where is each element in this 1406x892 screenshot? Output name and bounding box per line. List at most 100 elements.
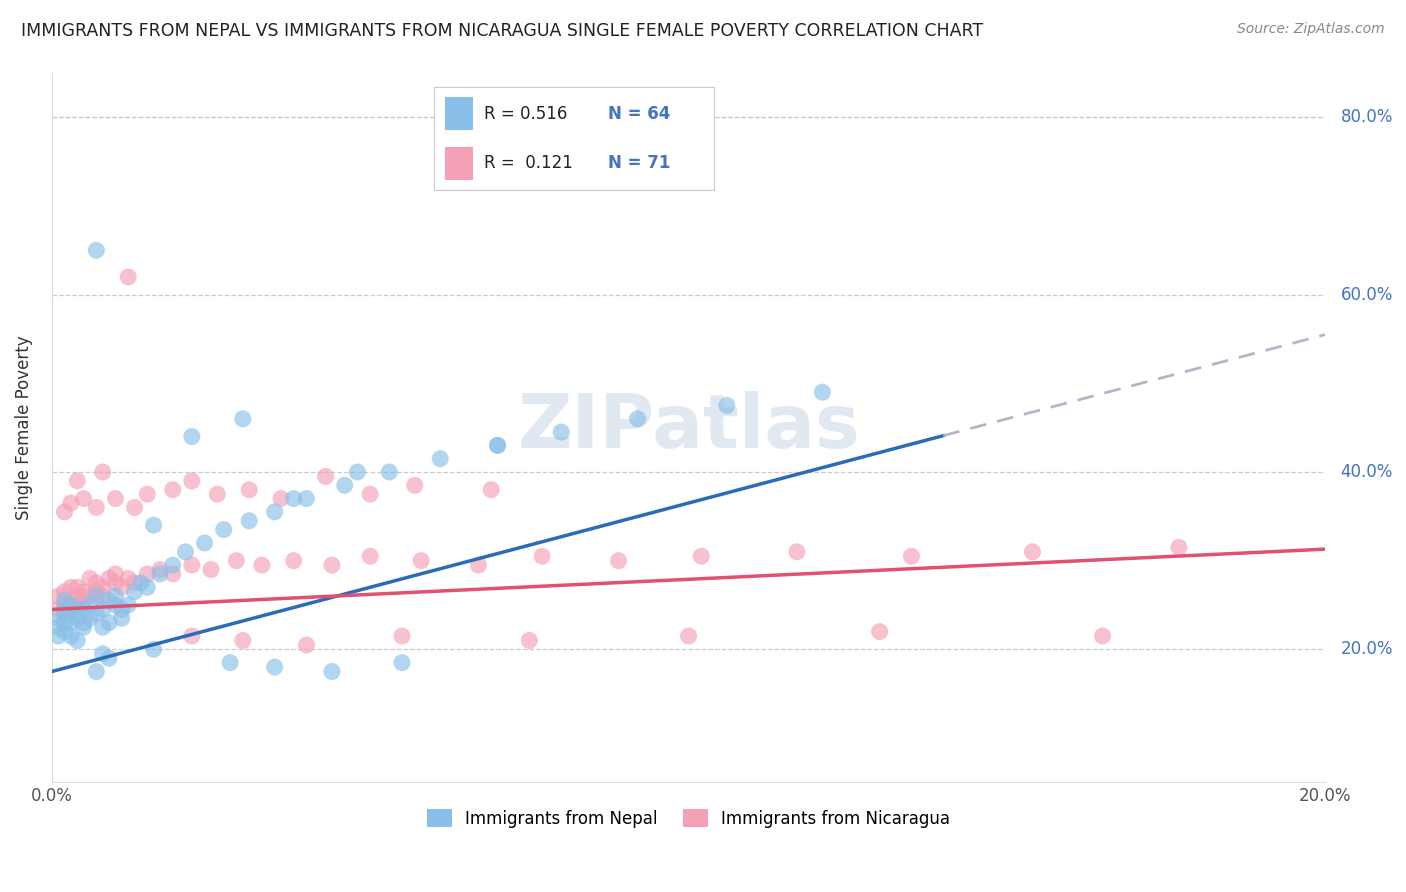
Text: IMMIGRANTS FROM NEPAL VS IMMIGRANTS FROM NICARAGUA SINGLE FEMALE POVERTY CORRELA: IMMIGRANTS FROM NEPAL VS IMMIGRANTS FROM… xyxy=(21,22,983,40)
Point xyxy=(98,571,121,585)
Point xyxy=(136,566,159,581)
Point xyxy=(72,593,94,607)
Point xyxy=(124,575,146,590)
Point xyxy=(346,465,368,479)
Point xyxy=(53,607,76,621)
Point xyxy=(321,558,343,573)
Point xyxy=(404,478,426,492)
Point xyxy=(283,491,305,506)
Point xyxy=(136,487,159,501)
Point xyxy=(283,554,305,568)
Point xyxy=(59,607,82,621)
Point xyxy=(111,580,134,594)
Point xyxy=(295,491,318,506)
Point xyxy=(238,483,260,497)
Point xyxy=(117,269,139,284)
Point xyxy=(359,487,381,501)
Point xyxy=(333,478,356,492)
Point xyxy=(117,571,139,585)
Point xyxy=(86,665,108,679)
Point xyxy=(66,633,89,648)
Point xyxy=(111,611,134,625)
Point xyxy=(79,611,101,625)
Point xyxy=(467,558,489,573)
Point xyxy=(66,589,89,603)
Point xyxy=(1021,545,1043,559)
Point xyxy=(162,558,184,573)
Point xyxy=(104,589,127,603)
Point xyxy=(149,566,172,581)
Point xyxy=(162,483,184,497)
Point xyxy=(46,620,69,634)
Point xyxy=(180,429,202,443)
Point xyxy=(162,566,184,581)
Text: 80.0%: 80.0% xyxy=(1341,108,1393,127)
Point xyxy=(378,465,401,479)
Text: ZIPatlas: ZIPatlas xyxy=(517,392,860,464)
Point xyxy=(270,491,292,506)
Point xyxy=(321,665,343,679)
Point xyxy=(46,629,69,643)
Text: Source: ZipAtlas.com: Source: ZipAtlas.com xyxy=(1237,22,1385,37)
Point xyxy=(716,399,738,413)
Point xyxy=(869,624,891,639)
Point xyxy=(59,496,82,510)
Point xyxy=(250,558,273,573)
Point xyxy=(1168,541,1191,555)
Point xyxy=(263,660,285,674)
Point xyxy=(66,602,89,616)
Point xyxy=(53,593,76,607)
Point xyxy=(232,412,254,426)
Point xyxy=(46,589,69,603)
Point xyxy=(315,469,337,483)
Point xyxy=(91,620,114,634)
Point xyxy=(136,580,159,594)
Point xyxy=(53,505,76,519)
Point xyxy=(53,615,76,630)
Point xyxy=(900,549,922,564)
Point xyxy=(124,584,146,599)
Point xyxy=(149,562,172,576)
Point xyxy=(359,549,381,564)
Point xyxy=(104,491,127,506)
Point xyxy=(53,624,76,639)
Point xyxy=(53,584,76,599)
Point xyxy=(59,580,82,594)
Point xyxy=(180,474,202,488)
Point xyxy=(91,647,114,661)
Point xyxy=(66,580,89,594)
Point xyxy=(86,575,108,590)
Point xyxy=(1091,629,1114,643)
Point xyxy=(142,642,165,657)
Point xyxy=(519,633,541,648)
Point xyxy=(59,602,82,616)
Point xyxy=(486,438,509,452)
Text: 40.0%: 40.0% xyxy=(1341,463,1393,481)
Point xyxy=(391,656,413,670)
Point xyxy=(550,425,572,439)
Point xyxy=(117,598,139,612)
Point xyxy=(180,629,202,643)
Point xyxy=(86,607,108,621)
Point xyxy=(238,514,260,528)
Point xyxy=(79,589,101,603)
Point xyxy=(66,474,89,488)
Point xyxy=(295,638,318,652)
Text: 60.0%: 60.0% xyxy=(1341,285,1393,303)
Point xyxy=(391,629,413,643)
Point xyxy=(486,438,509,452)
Point xyxy=(59,598,82,612)
Text: 20.0%: 20.0% xyxy=(1341,640,1393,658)
Point xyxy=(129,575,152,590)
Point xyxy=(72,620,94,634)
Point xyxy=(479,483,502,497)
Point xyxy=(59,593,82,607)
Point xyxy=(174,545,197,559)
Point xyxy=(411,554,433,568)
Point xyxy=(180,558,202,573)
Point xyxy=(53,598,76,612)
Point xyxy=(219,656,242,670)
Point xyxy=(59,629,82,643)
Legend: Immigrants from Nepal, Immigrants from Nicaragua: Immigrants from Nepal, Immigrants from N… xyxy=(420,803,957,834)
Point xyxy=(786,545,808,559)
